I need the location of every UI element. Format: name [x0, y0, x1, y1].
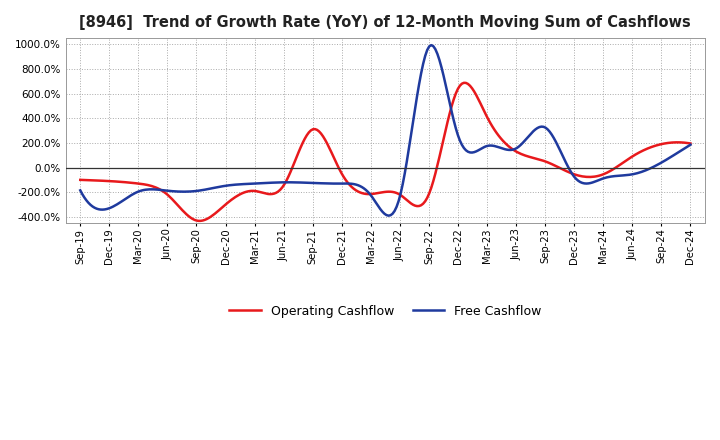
Free Cashflow: [441, 82, 450, 87]
Operating Cashflow: [439, 136, 448, 142]
Operating Cashflow: [194, 218, 203, 224]
Title: [8946]  Trend of Growth Rate (YoY) of 12-Month Moving Sum of Cashflows: [8946] Trend of Growth Rate (YoY) of 12-…: [79, 15, 691, 30]
Operating Cashflow: [78, 177, 86, 183]
Free Cashflow: [444, 91, 452, 96]
Free Cashflow: [76, 188, 84, 193]
Operating Cashflow: [686, 141, 695, 146]
Free Cashflow: [454, 132, 462, 138]
Free Cashflow: [427, 43, 436, 48]
Operating Cashflow: [594, 173, 603, 179]
Operating Cashflow: [441, 128, 450, 133]
Free Cashflow: [633, 171, 642, 176]
Line: Free Cashflow: Free Cashflow: [80, 45, 690, 216]
Free Cashflow: [384, 213, 392, 218]
Free Cashflow: [686, 142, 695, 147]
Operating Cashflow: [459, 80, 468, 85]
Free Cashflow: [78, 191, 86, 197]
Operating Cashflow: [451, 91, 460, 96]
Operating Cashflow: [76, 177, 84, 183]
Legend: Operating Cashflow, Free Cashflow: Operating Cashflow, Free Cashflow: [225, 300, 546, 323]
Line: Operating Cashflow: Operating Cashflow: [80, 83, 690, 221]
Operating Cashflow: [633, 151, 642, 156]
Free Cashflow: [594, 177, 603, 183]
